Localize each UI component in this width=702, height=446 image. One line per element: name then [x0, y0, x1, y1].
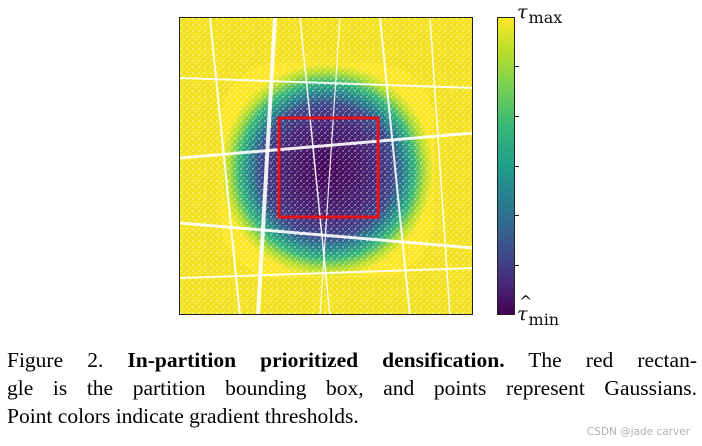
- caption-line-2: gle is the partition bounding box, and p…: [7, 376, 697, 400]
- colorbar-tick: [515, 116, 519, 117]
- colorbar: [497, 17, 515, 315]
- caption-line-3: Point colors indicate gradient threshold…: [7, 404, 359, 428]
- point-texture: [180, 18, 472, 314]
- figure: ^τmax ^τmin: [179, 0, 563, 329]
- colorbar-tick: [515, 166, 519, 167]
- caption-text-1: The red rectan-: [528, 348, 697, 372]
- gaussian-point-map: [179, 17, 473, 315]
- figure-label: Figure 2.: [7, 348, 104, 372]
- caption-line-1: Figure 2. In-partition prioritized densi…: [7, 346, 697, 374]
- partition-bounding-box: [277, 116, 380, 219]
- caption-title: In-partition prioritized densification.: [127, 348, 505, 372]
- colorbar-min-label: ^ τmin: [517, 292, 560, 329]
- colorbar-tick: [515, 66, 519, 67]
- colorbar-max-label: ^τmax: [517, 0, 563, 27]
- watermark: CSDN @jade carver: [586, 426, 690, 438]
- colorbar-tick: [515, 215, 519, 216]
- figure-caption: Figure 2. In-partition prioritized densi…: [7, 346, 697, 430]
- colorbar-tick: [515, 265, 519, 266]
